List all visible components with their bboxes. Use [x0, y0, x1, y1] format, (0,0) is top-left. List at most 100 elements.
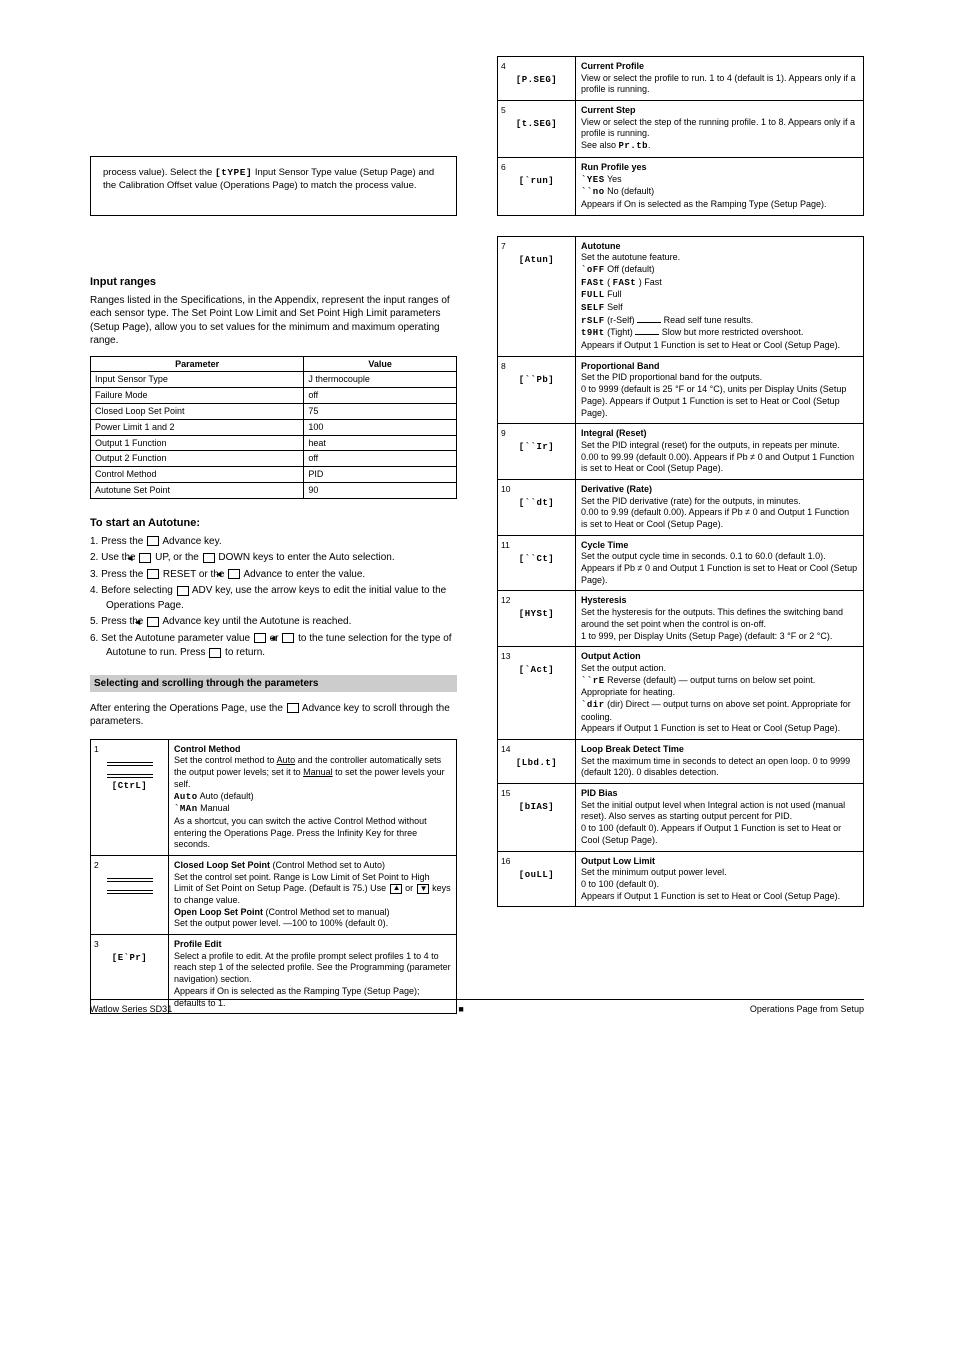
param-key-cell: 6 [`run]: [498, 157, 576, 215]
key-icon: [147, 569, 159, 579]
param-mnemonic: [`Act]: [519, 665, 554, 675]
param-key-cell: 9[``Ir]: [498, 424, 576, 480]
page-footer: Watlow Series SD31 ■ Operations Page fro…: [90, 999, 864, 1014]
after-sel-p1: After entering the Operations Page, use …: [90, 703, 286, 714]
param-mnemonic: [`run]: [519, 176, 554, 186]
param-mnemonic: [ouLL]: [519, 870, 554, 880]
right-column: 4[P.SEG]Current ProfileView or select th…: [497, 56, 864, 1014]
footer-right: Operations Page from Setup: [750, 1004, 864, 1014]
param-mnemonic: [E`Pr]: [112, 953, 147, 963]
step-item: 3. Press the RESET or the Advance to ent…: [90, 568, 457, 583]
param-desc-cell: Output Low LimitSet the minimum output p…: [576, 851, 864, 907]
param-mnemonic: [Lbd.t]: [516, 758, 557, 768]
param-key-cell: 5 [t.SEG]: [498, 101, 576, 158]
param-mnemonic: [``dt]: [519, 498, 554, 508]
param-index: 5: [501, 105, 572, 116]
param-desc-cell: Derivative (Rate)Set the PID derivative …: [576, 479, 864, 535]
table-cell: J thermocouple: [304, 372, 457, 388]
param-index: 6: [501, 162, 572, 173]
param-index: 7: [501, 241, 572, 252]
key-icon: [139, 553, 151, 563]
table-cell: off: [304, 451, 457, 467]
param-desc-cell: Current StepView or select the step of t…: [576, 101, 864, 158]
right-param-table-b: 7[Atun]AutotuneSet the autotune feature.…: [497, 236, 864, 908]
table-cell: 100: [304, 419, 457, 435]
key-icon: [147, 617, 159, 627]
step-item: 5. Press the Advance key until the Autot…: [90, 615, 457, 630]
param-mnemonic: [CtrL]: [112, 781, 147, 791]
after-sel: After entering the Operations Page, use …: [90, 702, 457, 729]
param-mnemonic: [``Ir]: [519, 442, 554, 452]
table-cell: Output 1 Function: [91, 435, 304, 451]
param-key-cell: 2: [91, 855, 169, 934]
param-key-cell: 12 [HYSt]: [498, 591, 576, 647]
step-item: 4. Before selecting ADV key, use the arr…: [90, 584, 457, 613]
param-index: 8: [501, 361, 572, 372]
step-item: 6. Set the Autotune parameter value or t…: [90, 632, 457, 661]
param-desc-cell: Proportional BandSet the PID proportiona…: [576, 356, 864, 423]
key-icon: [209, 648, 221, 658]
start-steps: 1. Press the Advance key.2. Use the UP, …: [90, 535, 457, 661]
factory-table: Parameter Value Input Sensor TypeJ therm…: [90, 356, 457, 499]
type-note-box: process value). Select the [tYPE] Input …: [90, 156, 457, 216]
param-index: 12: [501, 595, 572, 606]
key-icon: [254, 633, 266, 643]
type-note-mnem: [tYPE]: [215, 167, 252, 178]
param-key-cell: 13[`Act]: [498, 647, 576, 740]
param-desc-cell: HysteresisSet the hysteresis for the out…: [576, 591, 864, 647]
param-mnemonic: [HYSt]: [519, 609, 554, 619]
table-cell: off: [304, 388, 457, 404]
step-item: 2. Use the UP, or the DOWN keys to enter…: [90, 551, 457, 566]
table-cell: Input Sensor Type: [91, 372, 304, 388]
key-icon: [147, 536, 159, 546]
advance-key-icon: [287, 703, 299, 713]
param-index: 3: [94, 939, 165, 950]
param-key-cell: 8 [``Pb]: [498, 356, 576, 423]
table-cell: heat: [304, 435, 457, 451]
param-key-cell: 14 [Lbd.t]: [498, 740, 576, 784]
table-cell: Closed Loop Set Point: [91, 404, 304, 420]
param-desc-cell: Output ActionSet the output action.``rE …: [576, 647, 864, 740]
step-item: 1. Press the Advance key.: [90, 535, 457, 550]
param-index: 1: [94, 744, 165, 755]
param-mnemonic: [``Ct]: [519, 554, 554, 564]
type-note-before: process value). Select the: [103, 167, 215, 178]
table-cell: PID: [304, 467, 457, 483]
key-icon: [177, 586, 189, 596]
table-cell: Output 2 Function: [91, 451, 304, 467]
param-desc-cell: Run Profile yes`YES Yes``no No (default)…: [576, 157, 864, 215]
table-cell: Failure Mode: [91, 388, 304, 404]
param-key-cell: 15[bIAS]: [498, 784, 576, 851]
factory-header-0: Parameter: [91, 356, 304, 372]
param-desc-cell: Closed Loop Set Point (Control Method se…: [169, 855, 457, 934]
start-title: To start an Autotune:: [90, 517, 457, 529]
key-icon: [228, 569, 240, 579]
inputs-title: Input ranges: [90, 276, 457, 288]
param-desc-cell: Integral (Reset)Set the PID integral (re…: [576, 424, 864, 480]
param-mnemonic: [t.SEG]: [516, 119, 557, 129]
param-desc-cell: Loop Break Detect TimeSet the maximum ti…: [576, 740, 864, 784]
param-index: 11: [501, 540, 572, 551]
param-mnemonic: [``Pb]: [519, 375, 554, 385]
table-cell: Power Limit 1 and 2: [91, 419, 304, 435]
param-index: 14: [501, 744, 572, 755]
factory-header-1: Value: [304, 356, 457, 372]
left-column: process value). Select the [tYPE] Input …: [90, 56, 457, 1014]
footer-center: ■: [458, 1004, 463, 1014]
param-key-cell: 4[P.SEG]: [498, 57, 576, 101]
param-desc-cell: Control MethodSet the control method to …: [169, 739, 457, 855]
param-index: 10: [501, 484, 572, 495]
table-cell: 90: [304, 483, 457, 499]
param-desc-cell: AutotuneSet the autotune feature.`oFF Of…: [576, 236, 864, 356]
param-index: 15: [501, 788, 572, 799]
param-key-cell: 7[Atun]: [498, 236, 576, 356]
param-desc-cell: Current ProfileView or select the profil…: [576, 57, 864, 101]
param-mnemonic: [P.SEG]: [516, 75, 557, 85]
right-param-table-a: 4[P.SEG]Current ProfileView or select th…: [497, 56, 864, 216]
param-key-cell: 1 [CtrL]: [91, 739, 169, 855]
selecting-bar: Selecting and scrolling through the para…: [90, 675, 457, 692]
inputs-intro: Ranges listed in the Specifications, in …: [90, 294, 457, 348]
key-icon: [282, 633, 294, 643]
key-icon: [203, 553, 215, 563]
param-key-cell: 10 [``dt]: [498, 479, 576, 535]
